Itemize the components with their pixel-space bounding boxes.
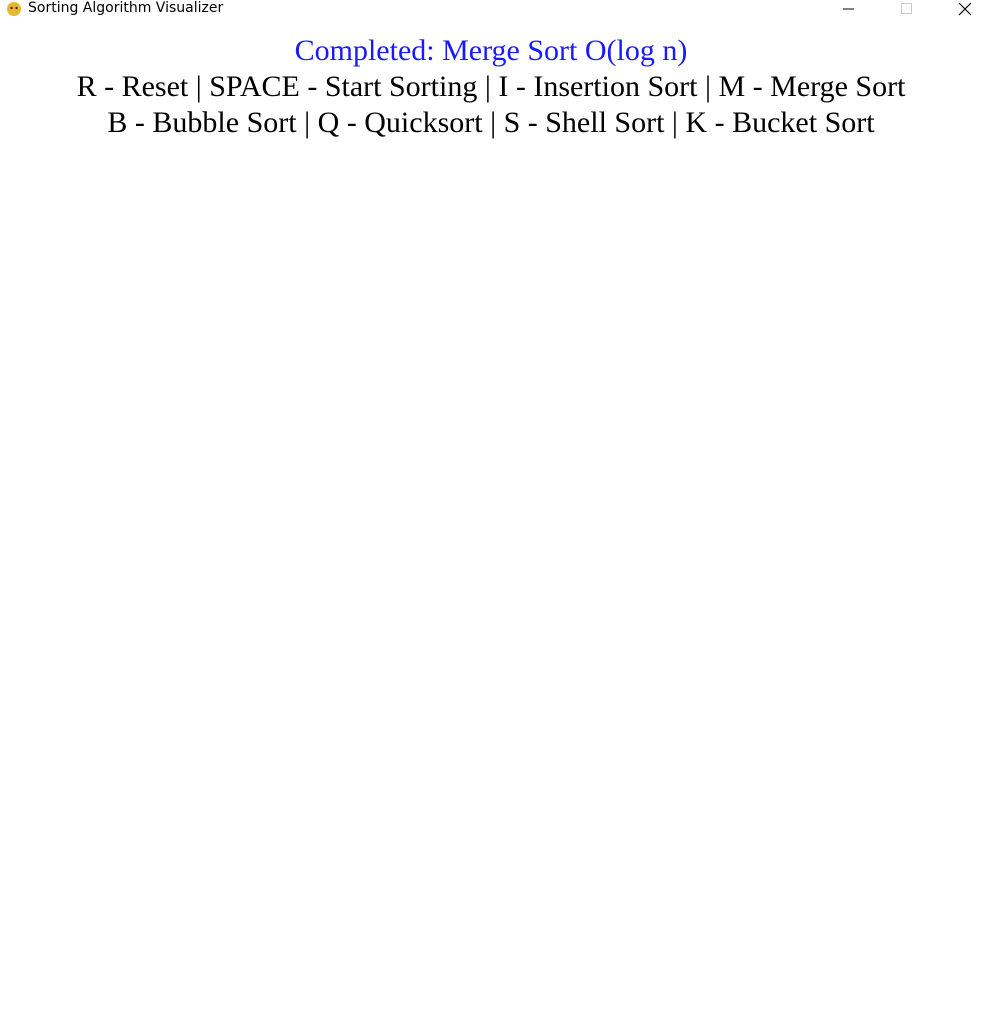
status-text: Completed: Merge Sort O(log n) — [294, 34, 688, 67]
bar — [599, 518, 618, 1013]
bar — [337, 810, 356, 1013]
bar — [232, 915, 251, 1013]
bar — [547, 525, 566, 1013]
window-title: Sorting Algorithm Visualizer — [28, 0, 224, 16]
bar — [407, 758, 426, 1013]
bar — [582, 518, 600, 1013]
bar — [792, 525, 810, 1013]
bar — [739, 308, 758, 1013]
bar — [897, 383, 915, 1013]
close-button[interactable] — [942, 0, 982, 20]
bar — [827, 465, 845, 1013]
bar — [529, 555, 548, 1013]
bar — [92, 990, 111, 1013]
bar — [197, 930, 216, 1013]
title-bar: Sorting Algorithm Visualizer — [0, 0, 982, 20]
bar — [284, 908, 303, 1013]
bar — [652, 473, 670, 1013]
bar — [757, 300, 775, 1013]
bar — [477, 668, 496, 1013]
bar — [459, 698, 478, 1013]
controls-line: R - Reset | SPACE - Start Sorting | I - … — [76, 70, 906, 103]
bar — [722, 308, 740, 1013]
app-icon — [7, 2, 21, 16]
bar — [512, 555, 531, 1013]
bar — [162, 938, 181, 1013]
bar — [144, 945, 163, 1013]
bar — [687, 383, 705, 1013]
bar — [844, 458, 863, 1013]
bar — [389, 788, 408, 1013]
controls-line: B - Bubble Sort | Q - Quicksort | S - Sh… — [107, 106, 875, 139]
bar — [914, 330, 933, 1013]
bar — [669, 435, 688, 1013]
maximize-button[interactable] — [884, 0, 930, 20]
bar — [354, 803, 373, 1013]
bar — [862, 443, 880, 1013]
bar — [372, 795, 391, 1013]
bar — [127, 983, 146, 1013]
bar — [319, 848, 338, 1013]
bar — [774, 548, 793, 1013]
bar — [809, 503, 828, 1013]
minimize-button[interactable] — [826, 0, 872, 20]
bar — [617, 480, 635, 1013]
bar — [109, 990, 128, 1013]
bar — [179, 930, 198, 1013]
bar — [214, 915, 233, 1013]
bar — [249, 915, 268, 1013]
bar — [879, 413, 898, 1013]
bar — [442, 698, 461, 1013]
bar — [424, 705, 443, 1013]
bar — [564, 518, 583, 1013]
bar — [704, 360, 723, 1013]
bar — [494, 593, 513, 1013]
bar — [634, 480, 653, 1013]
bar — [267, 908, 286, 1013]
bar — [302, 848, 321, 1013]
